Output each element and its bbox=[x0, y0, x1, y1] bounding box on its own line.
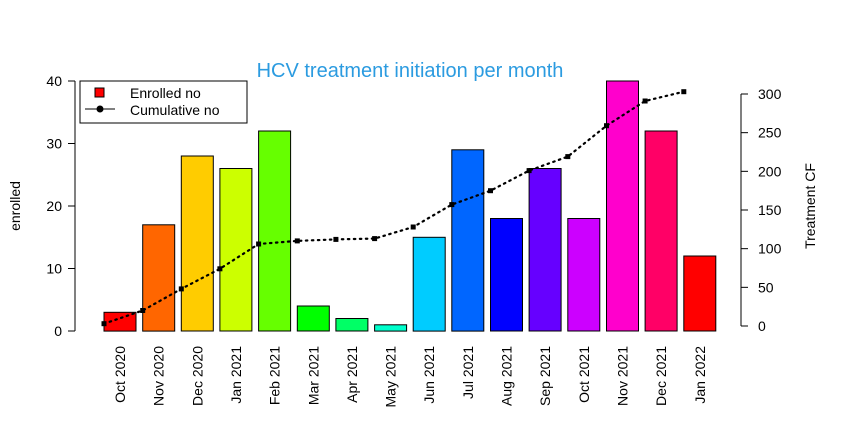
bar bbox=[219, 168, 253, 332]
bar bbox=[528, 168, 562, 332]
cumulative-point bbox=[565, 154, 571, 160]
cumulative-point bbox=[488, 188, 493, 194]
right-tick-label: 150 bbox=[758, 202, 782, 218]
x-tick-label: Oct 2021 bbox=[576, 346, 592, 403]
bar bbox=[180, 155, 214, 332]
cumulative-point bbox=[604, 123, 609, 129]
cumulative-point bbox=[526, 168, 532, 174]
cumulative-point bbox=[449, 202, 455, 208]
cumulative-point bbox=[140, 308, 146, 313]
bar bbox=[258, 130, 292, 332]
bar-series bbox=[103, 80, 717, 332]
x-tick-label: Aug 2021 bbox=[499, 346, 515, 406]
x-axis-tick-labels: Oct 2020 Nov 2020 Dec 2020 Jan 2021 Feb 2021… bbox=[112, 346, 708, 408]
cumulative-point bbox=[217, 266, 223, 272]
cumulative-point bbox=[642, 98, 648, 104]
x-tick-label: Oct 2020 bbox=[112, 346, 128, 403]
x-tick-label: Apr 2021 bbox=[344, 346, 360, 403]
cumulative-point bbox=[294, 238, 300, 244]
left-tick-label: 40 bbox=[46, 73, 62, 89]
right-tick-label: 50 bbox=[758, 279, 774, 295]
x-tick-label: Jun 2021 bbox=[421, 346, 437, 404]
cumulative-point bbox=[178, 286, 184, 292]
x-tick-label: Dec 2020 bbox=[189, 346, 205, 406]
right-tick-label: 0 bbox=[758, 318, 766, 334]
x-tick-label: Jan 2022 bbox=[692, 346, 708, 404]
bar bbox=[296, 305, 330, 332]
cumulative-series bbox=[101, 89, 687, 327]
left-tick-label: 10 bbox=[46, 261, 62, 277]
left-tick-label: 0 bbox=[54, 323, 62, 339]
x-tick-label: May 2021 bbox=[383, 346, 399, 408]
x-tick-label: Feb 2021 bbox=[267, 346, 283, 405]
left-tick-label: 30 bbox=[46, 136, 62, 152]
x-tick-label: Nov 2021 bbox=[615, 346, 631, 406]
y2-axis-label: Treatment CF bbox=[802, 163, 818, 249]
left-tick-label: 20 bbox=[46, 198, 62, 214]
bar bbox=[412, 236, 446, 332]
bar bbox=[451, 149, 485, 332]
cumulative-point bbox=[333, 236, 339, 242]
x-tick-label: Dec 2021 bbox=[653, 346, 669, 406]
y-axis-label: enrolled bbox=[7, 181, 23, 231]
cumulative-point bbox=[256, 241, 262, 247]
right-tick-label: 100 bbox=[758, 241, 782, 257]
cumulative-point bbox=[681, 89, 687, 95]
right-tick-label: 250 bbox=[758, 125, 782, 141]
bar bbox=[606, 80, 639, 332]
cumulative-point bbox=[372, 236, 378, 242]
legend-label-cumulative: Cumulative no bbox=[130, 102, 220, 118]
right-tick-label: 300 bbox=[758, 86, 782, 102]
cumulative-line bbox=[102, 90, 685, 325]
legend-swatch-enrolled bbox=[94, 87, 105, 98]
x-tick-label: Jul 2021 bbox=[460, 346, 476, 399]
bar bbox=[683, 255, 717, 332]
x-tick-label: Nov 2020 bbox=[151, 346, 167, 406]
legend-box bbox=[79, 80, 248, 124]
x-tick-label: Mar 2021 bbox=[305, 346, 321, 405]
cumulative-point bbox=[410, 224, 416, 230]
chart-title: HCV treatment initiation per month bbox=[257, 60, 564, 82]
left-y-axis: 0 10 20 30 40 bbox=[46, 73, 76, 339]
cumulative-point bbox=[101, 321, 107, 327]
bar bbox=[142, 224, 176, 332]
bar bbox=[374, 324, 408, 332]
x-tick-label: Jan 2021 bbox=[228, 346, 244, 404]
bar bbox=[567, 218, 601, 332]
bar bbox=[490, 218, 523, 332]
bar bbox=[644, 130, 678, 332]
bar bbox=[335, 318, 369, 332]
legend: Enrolled no Cumulative no bbox=[79, 80, 248, 124]
right-y-axis: 0 50 100 150 200 250 300 bbox=[740, 86, 782, 334]
x-tick-label: Sep 2021 bbox=[537, 346, 553, 406]
legend-label-enrolled: Enrolled no bbox=[130, 85, 201, 101]
legend-marker-cumulative bbox=[96, 105, 104, 113]
right-tick-label: 200 bbox=[758, 163, 782, 179]
